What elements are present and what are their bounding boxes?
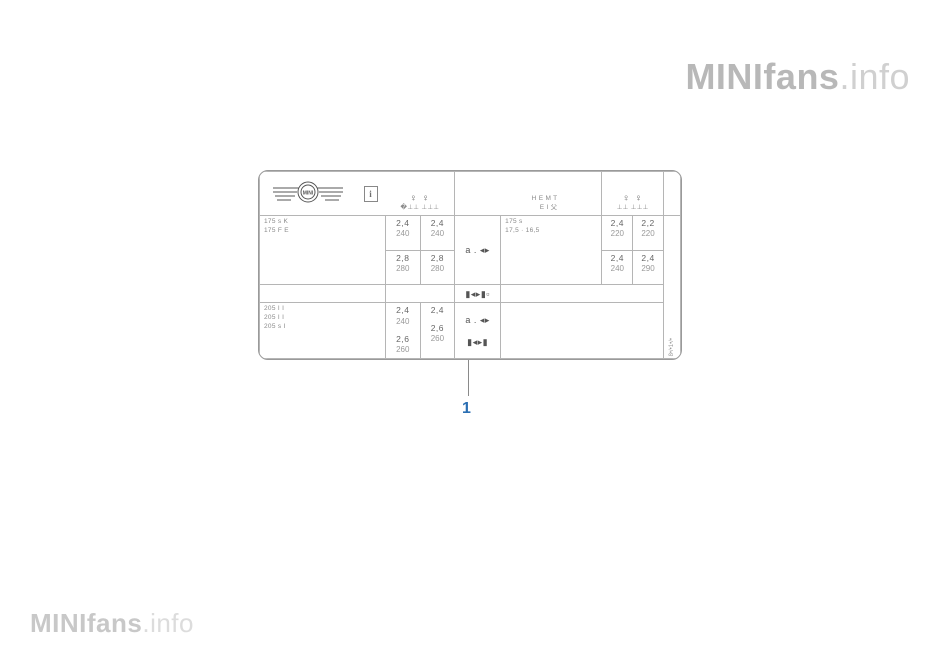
watermark-brand: MINIfans [685,56,839,97]
tire-spec-1b: 175 F E [264,227,381,236]
tire-spec-1: 175 s K 175 F E [260,216,386,285]
r-2-2: 2,4 290 [633,250,664,285]
p-1-2: 2,4 240 [420,216,455,251]
body-row-2sym: ▮◂▸▮▫ [260,285,681,303]
watermark-suffix: .info [839,56,910,97]
svg-text:MINI: MINI [302,190,313,196]
watermark-brand-bottom: MINIfans [30,608,142,638]
info-icon: i [364,186,378,202]
sym-1: a . ◂▸ [455,216,501,285]
picto-right-top: ♀ ♀ [606,194,658,204]
label-table: MINI i ♀ ♀ �⊥⊥ ⊥⊥⊥ H E M T E I 父 ♀ ♀ ⊥⊥ … [259,171,681,359]
header-row: MINI i ♀ ♀ �⊥⊥ ⊥⊥⊥ H E M T E I 父 ♀ ♀ ⊥⊥ … [260,172,681,216]
sym-3: a . ◂▸ ▮◂▸▮ [455,303,501,359]
p-3-2: 2,4 2,6 260 [420,303,455,359]
header-mid: H E M T E I 父 [455,172,602,216]
tire-spec-1a: 175 s K [264,218,381,227]
r-1-1: 2,4 220 [602,216,633,251]
tire-spec-3: 205 I I 205 I I 205 s I [260,303,386,359]
p-3-1: 2,4 240 2,6 260 [386,303,421,359]
info-cell: i [356,172,386,216]
watermark-top: MINIfans.info [685,56,910,98]
tire-pressure-label: MINI i ♀ ♀ �⊥⊥ ⊥⊥⊥ H E M T E I 父 ♀ ♀ ⊥⊥ … [258,170,682,360]
r-1-2: 2,2 220 [633,216,664,251]
p-1-1: 2,4 240 [386,216,421,251]
p-2-1: 2,8 280 [386,250,421,285]
logo-cell: MINI [260,172,356,216]
side-col: 8•/•1•/• [663,216,680,359]
p-2-2: 2,8 280 [420,250,455,285]
callout-line [468,360,469,396]
side-text: 8•/•1•/• [668,338,676,356]
mid-text1: H E M T [459,195,597,204]
header-side [663,172,680,216]
picto-right-bot: ⊥⊥ ⊥⊥⊥ [606,204,658,213]
sym-2: ▮◂▸▮▫ [455,285,501,303]
body-row-3: 205 I I 205 I I 205 s I 2,4 240 2,6 260 … [260,303,681,359]
watermark-bottom: MINIfans.info [30,608,194,639]
picto-left-top: ♀ ♀ [390,194,451,204]
picto-left: ♀ ♀ �⊥⊥ ⊥⊥⊥ [386,172,455,216]
watermark-suffix-bottom: .info [142,608,194,638]
blank-3 [501,303,664,359]
callout-number: 1 [462,400,471,418]
picto-left-bot: �⊥⊥ ⊥⊥⊥ [390,204,451,213]
body-row-1a: 175 s K 175 F E 2,4 240 2,4 240 a . ◂▸ 1… [260,216,681,251]
r-2-1: 2,4 240 [602,250,633,285]
mini-wings-logo: MINI [269,179,347,205]
mid-text2: E I 父 [459,204,597,213]
picto-right: ♀ ♀ ⊥⊥ ⊥⊥⊥ [602,172,663,216]
mid-spec-1: 175 s 17,5 · 16,5 [501,216,602,285]
